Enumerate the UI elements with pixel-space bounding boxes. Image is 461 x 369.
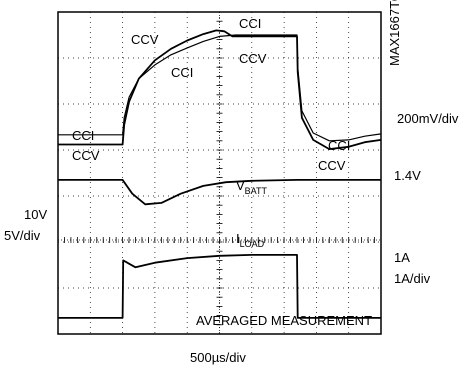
right-scale-label-3: 1A/div — [394, 271, 431, 286]
footer-note: AVERAGED MEASUREMENT — [196, 313, 372, 328]
trace-label-ccv-left: CCV — [72, 148, 100, 163]
part-id: MAX1667TOC01 — [387, 0, 402, 66]
trace-label-cci-mid: CCI — [171, 65, 193, 80]
trace-ccv — [58, 29, 382, 151]
iload-main: I — [236, 231, 240, 246]
trace-label-vbatt: VBATT — [236, 178, 268, 196]
traces — [58, 29, 382, 319]
trace-iload — [58, 253, 381, 319]
right-scale-label-1: 1.4V — [394, 168, 421, 183]
iload-subscript: LOAD — [240, 239, 265, 249]
trace-label-ccv-top: CCV — [131, 32, 159, 47]
vbatt-main: V — [236, 178, 245, 193]
trace-label-iload: ILOAD — [236, 231, 265, 249]
trace-label-cci-left: CCI — [72, 128, 94, 143]
trace-label-ccv-right: CCV — [239, 51, 267, 66]
right-scale-label-2: 1A — [394, 250, 410, 265]
right-scale-label-0: 200mV/div — [397, 111, 459, 126]
trace-label-cci-top: CCI — [239, 16, 261, 31]
x-scale-label: 500µs/div — [190, 350, 246, 365]
trace-vbatt — [58, 178, 381, 206]
grid — [57, 11, 382, 335]
vbatt-subscript: BATT — [245, 186, 268, 196]
left-scale-label-1: 5V/div — [4, 228, 41, 243]
left-scale-label-0: 10V — [24, 207, 47, 222]
trace-label-ccv-right-low: CCV — [318, 158, 346, 173]
trace-cci — [58, 34, 382, 142]
trace-label-cci-right: CCI — [328, 138, 350, 153]
